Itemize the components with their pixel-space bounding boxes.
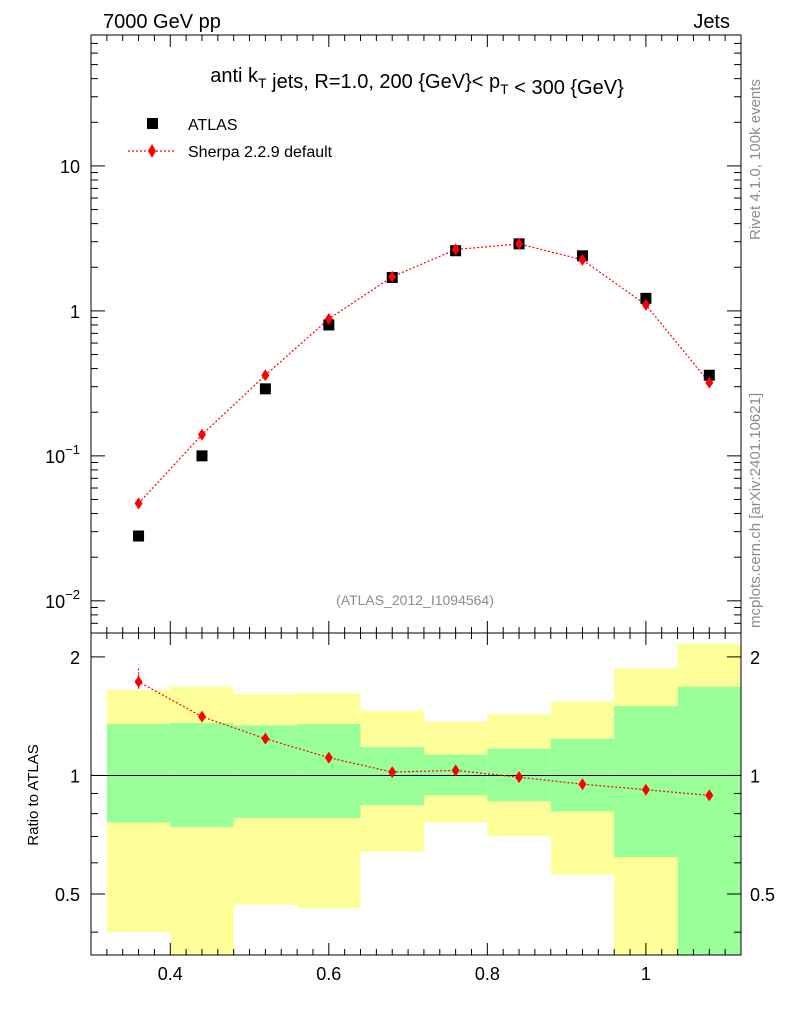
uncertainty-band-green (297, 724, 361, 818)
ratio-point (261, 732, 270, 745)
legend-sherpa-label: Sherpa 2.2.9 default (188, 144, 333, 161)
legend-atlas-marker (147, 118, 158, 129)
atlas-point (259, 383, 271, 395)
y-tick-label-right: 1 (750, 766, 760, 786)
sherpa-point (324, 312, 333, 325)
ratio-point (388, 766, 397, 779)
uncertainty-band-green (614, 706, 678, 858)
ratio-point (451, 764, 460, 777)
mcplots-url-label: mcplots.cern.ch [arXiv:2401.10621] (747, 393, 764, 628)
y-tick-label: 1 (70, 302, 80, 322)
legend-atlas-label: ATLAS (188, 117, 238, 134)
uncertainty-band-green (677, 686, 741, 955)
sherpa-point (515, 237, 524, 250)
ratio-point (324, 751, 333, 764)
sherpa-line (138, 243, 710, 504)
uncertainty-band-green (170, 722, 234, 827)
sherpa-point (388, 270, 397, 283)
x-tick-label: 1 (641, 964, 651, 984)
sherpa-point (261, 369, 270, 382)
sherpa-point (451, 243, 460, 256)
ratio-point (705, 789, 714, 802)
y-tick-label: 0.5 (55, 885, 80, 905)
main-panel: 10−2 10−1 1 10 anti kT jets, R=1.0, 200 {Ge… (45, 34, 742, 634)
atlas-point (133, 530, 145, 542)
y-tick-label: 10−1 (45, 442, 80, 467)
atlas-point (196, 450, 208, 462)
rivet-version-label: Rivet 4.1.0, 100k events (747, 79, 764, 240)
sherpa-point (578, 253, 587, 266)
y-tick-label-right: 2 (750, 648, 760, 668)
legend-sherpa-marker (148, 144, 156, 158)
svg-text:anti kT jets, R=1.0, 200 {GeV: anti kT jets, R=1.0, 200 {GeV}< pT < 300… (210, 65, 624, 99)
ratio-ylabel: Ratio to ATLAS (25, 744, 42, 845)
ratio-point (641, 783, 650, 796)
header-process-label: Jets (693, 11, 730, 33)
analysis-label: (ATLAS_2012_I1094564) (336, 592, 494, 608)
y-tick-label: 2 (70, 648, 80, 668)
atlas-point (703, 369, 715, 381)
ratio-point (515, 771, 524, 784)
sherpa-point (641, 298, 650, 311)
sherpa-point (197, 428, 206, 441)
legend[interactable]: ATLAS Sherpa 2.2.9 default (128, 117, 333, 161)
ratio-panel: 0.4 0.6 0.8 1 0.5 0.5 1 1 2 2 (55, 632, 775, 984)
sherpa-point (705, 376, 714, 389)
uncertainty-band-green (106, 724, 171, 823)
ratio-frame (90, 632, 742, 956)
y-tick-label: 10−2 (45, 587, 80, 612)
x-tick-label: 0.6 (316, 964, 341, 984)
y-tick-label: 1 (70, 766, 80, 786)
sherpa-point (134, 497, 143, 510)
header-energy-label: 7000 GeV pp (103, 11, 221, 33)
atlas-point (640, 292, 652, 304)
y-tick-label: 10 (60, 157, 80, 177)
ratio-point (197, 710, 206, 723)
ratio-point (578, 778, 587, 791)
atlas-point (323, 319, 335, 331)
ratio-point (134, 675, 143, 688)
y-tick-label-right: 0.5 (750, 885, 775, 905)
plot-title: anti kT jets, R=1.0, 200 {GeV}< pT < 300… (210, 65, 624, 99)
x-tick-label: 0.4 (158, 964, 183, 984)
x-tick-label: 0.8 (475, 964, 500, 984)
